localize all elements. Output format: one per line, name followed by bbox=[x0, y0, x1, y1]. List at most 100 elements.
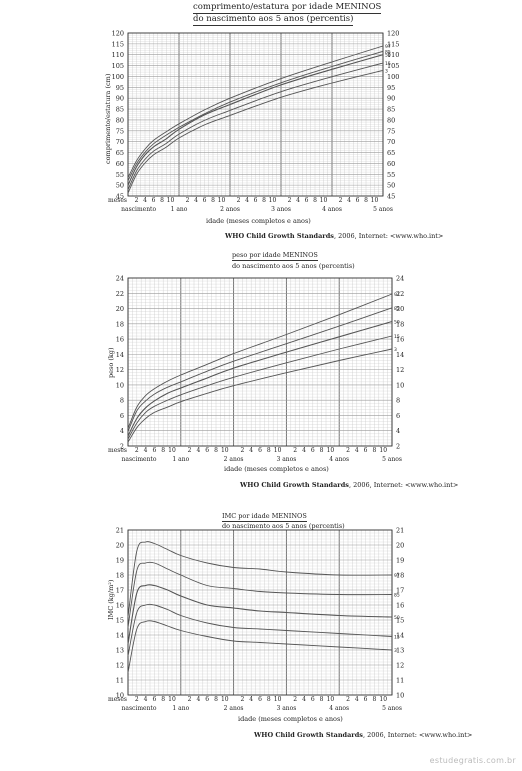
c3-xtick: 8 bbox=[372, 696, 376, 703]
c1-ytick-right: 75 bbox=[387, 127, 395, 135]
chart1-subtitle: do nascimento aos 5 anos (percentis) bbox=[193, 14, 354, 26]
chart1-source-bold: WHO Child Growth Standards bbox=[225, 232, 334, 240]
c2-period-label: 2 anos bbox=[224, 456, 244, 463]
chart2-source: WHO Child Growth Standards, 2006, Intern… bbox=[240, 481, 458, 489]
c2-period-label: nascimento bbox=[122, 456, 157, 463]
c3-xtick: 10 bbox=[274, 696, 282, 703]
c1-ytick-right: 45 bbox=[387, 193, 395, 201]
c3-ytick-left: 10 bbox=[116, 692, 124, 700]
c3-ytick-right: 20 bbox=[396, 542, 404, 550]
c2-ytick-right: 24 bbox=[396, 275, 404, 283]
c2-xtick: 10 bbox=[327, 447, 335, 454]
c2-ytick-right: 14 bbox=[396, 351, 404, 359]
c2-xtick: 4 bbox=[144, 447, 148, 454]
c3-xtick: 8 bbox=[267, 696, 271, 703]
c2-series-label-15: 15 bbox=[394, 334, 400, 340]
c2-ytick-left: 18 bbox=[116, 320, 124, 328]
c1-ytick-left: 90 bbox=[116, 95, 124, 103]
c1-xtick: 4 bbox=[245, 197, 249, 204]
c3-ytick-left: 11 bbox=[116, 677, 124, 685]
c2-series-85 bbox=[127, 307, 393, 432]
c1-ytick-left: 85 bbox=[116, 106, 124, 114]
c3-series-label-50: 50 bbox=[394, 615, 400, 621]
c3-series-15 bbox=[127, 603, 393, 657]
chart1-source-rest: , 2006, Internet: <www.who.int> bbox=[333, 232, 444, 240]
c3-xtick: 2 bbox=[135, 696, 139, 703]
c3-xtick: 4 bbox=[355, 696, 359, 703]
chart3-source-rest: , 2006, Internet: <www.who.int> bbox=[362, 731, 473, 739]
c3-ytick-right: 12 bbox=[396, 662, 404, 670]
c1-period-label: 1 ano bbox=[171, 206, 188, 213]
c3-xtick: 4 bbox=[196, 696, 200, 703]
c3-frame bbox=[127, 529, 393, 696]
c3-ytick-left: 18 bbox=[116, 572, 124, 580]
c3-xtick: 8 bbox=[320, 696, 324, 703]
c2-ytick-left: 20 bbox=[116, 305, 124, 313]
c2-meses-label: meses bbox=[108, 447, 127, 454]
c1-xtick: 2 bbox=[339, 197, 343, 204]
c1-series-label-50: 50 bbox=[385, 53, 391, 59]
c1-xtick: 2 bbox=[288, 197, 292, 204]
c1-series-label-85: 85 bbox=[385, 49, 391, 55]
c2-xtick: 8 bbox=[320, 447, 324, 454]
c3-period-label: 1 ano bbox=[172, 705, 189, 712]
c2-ytick-right: 12 bbox=[396, 366, 404, 374]
c3-period-label: 2 anos bbox=[224, 705, 244, 712]
chart1-xlabel: idade (meses completos e anos) bbox=[206, 217, 311, 225]
c2-series-label-85: 85 bbox=[394, 306, 400, 312]
c1-xtick: 4 bbox=[347, 197, 351, 204]
c1-xtick: 4 bbox=[296, 197, 300, 204]
c2-ytick-left: 12 bbox=[116, 366, 124, 374]
c1-ytick-left: 120 bbox=[112, 30, 124, 38]
c2-ytick-left: 4 bbox=[120, 427, 124, 435]
chart2-source-rest: , 2006, Internet: <www.who.int> bbox=[348, 481, 459, 489]
c1-ytick-right: 70 bbox=[387, 138, 395, 146]
c1-series-label-15: 15 bbox=[385, 61, 391, 67]
c3-series-3 bbox=[127, 620, 393, 673]
c1-xtick: 8 bbox=[364, 197, 368, 204]
c1-xtick: 6 bbox=[203, 197, 207, 204]
chart3-source-bold: WHO Child Growth Standards bbox=[254, 731, 363, 739]
c2-xtick: 10 bbox=[379, 447, 387, 454]
c3-series-50 bbox=[127, 584, 393, 645]
c3-ytick-left: 19 bbox=[116, 557, 124, 565]
c3-period-label: 3 anos bbox=[276, 705, 296, 712]
c3-ytick-left: 13 bbox=[116, 647, 124, 655]
c2-xtick: 6 bbox=[311, 447, 315, 454]
c2-xtick: 10 bbox=[168, 447, 176, 454]
c2-xtick: 2 bbox=[188, 447, 192, 454]
c2-xtick: 8 bbox=[214, 447, 218, 454]
c1-xtick: 6 bbox=[356, 197, 360, 204]
c1-ytick-right: 95 bbox=[387, 84, 395, 92]
c1-xtick: 4 bbox=[143, 197, 147, 204]
c2-xtick: 4 bbox=[196, 447, 200, 454]
c3-ytick-right: 13 bbox=[396, 647, 404, 655]
c3-series-label-15: 15 bbox=[394, 635, 400, 641]
c2-period-label: 1 ano bbox=[172, 456, 189, 463]
c1-period-label: 3 anos bbox=[271, 206, 291, 213]
c3-xtick: 2 bbox=[188, 696, 192, 703]
c1-xtick: 2 bbox=[135, 197, 139, 204]
chart3-title: IMC por idade MENINOS bbox=[222, 512, 307, 522]
c2-series-label-50: 50 bbox=[394, 320, 400, 326]
c1-ytick-left: 55 bbox=[116, 171, 124, 179]
c2-period-label: 5 anos bbox=[382, 456, 402, 463]
c1-xtick: 8 bbox=[160, 197, 164, 204]
c2-ytick-left: 2 bbox=[120, 443, 124, 451]
c1-period-label: 4 anos bbox=[322, 206, 342, 213]
c1-ytick-right: 115 bbox=[387, 40, 399, 48]
c3-ytick-left: 21 bbox=[116, 527, 124, 535]
c3-xtick: 10 bbox=[327, 696, 335, 703]
c2-series-label-97: 97 bbox=[394, 292, 400, 298]
c2-xtick: 10 bbox=[221, 447, 229, 454]
c3-xtick: 10 bbox=[168, 696, 176, 703]
c1-ytick-left: 100 bbox=[112, 73, 124, 81]
c3-period-label: 4 anos bbox=[329, 705, 349, 712]
c1-xtick: 6 bbox=[152, 197, 156, 204]
chart2-source-bold: WHO Child Growth Standards bbox=[240, 481, 349, 489]
c1-series-97 bbox=[127, 45, 384, 178]
c1-period-label: 2 anos bbox=[220, 206, 240, 213]
c2-ytick-left: 6 bbox=[120, 412, 124, 420]
chart2-title-line1: peso por idade MENINOS bbox=[232, 251, 318, 261]
